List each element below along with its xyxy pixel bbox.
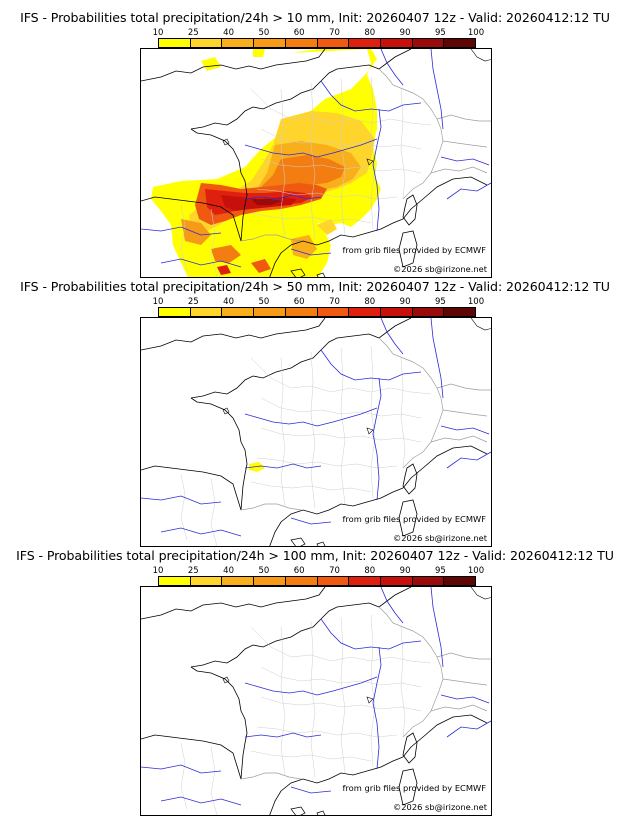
colorbar-segment [285,39,318,47]
panel-title: IFS - Probabilities total precipitation/… [16,548,614,563]
colorbar-segment [222,39,255,47]
tick-label: 50 [258,28,270,38]
tick-label: 10 [152,566,164,576]
colorbar-segment [254,39,286,47]
tick-label: 25 [187,297,199,307]
source-credit: from grib files provided by ECMWF [342,245,486,255]
tick-label: 100 [467,297,485,307]
tick-label: 95 [434,566,446,576]
tick-label: 40 [223,566,235,576]
colorbar-segment [380,577,413,585]
probability-field [151,49,381,277]
copyright-credit: ©2026 sb@irizone.net [392,264,487,274]
colorbar-segment [412,577,445,585]
probability-field [249,462,265,472]
colorbar-segment [444,308,476,316]
colorbar-segment [444,39,476,47]
colorbar-segment [190,39,223,47]
colorbar-segment [159,577,191,585]
colorbar-segment [159,308,191,316]
tick-label: 100 [467,28,485,38]
tick-label: 60 [293,297,305,307]
tick-label: 70 [329,28,340,38]
colorbar-segment [349,39,381,47]
tick-label: 25 [187,28,199,38]
colorbar-segment [380,308,413,316]
map-canvas [141,318,491,546]
tick-label: 100 [467,566,485,576]
panel-50mm: IFS - Probabilities total precipitation/… [0,279,630,547]
tick-label: 10 [152,297,164,307]
colorbar-segment [285,577,318,585]
colorbar-segment [412,308,445,316]
tick-label: 90 [399,566,411,576]
tick-label: 70 [329,297,340,307]
tick-label: 90 [399,28,411,38]
colorbar-segment [222,577,255,585]
colorbar-segment [317,308,350,316]
tick-label: 50 [258,297,270,307]
colorbar-segment [190,577,223,585]
colorbar-ticks: 10 25 40 50 60 70 80 90 95 100 [153,28,485,38]
colorbar [158,38,476,48]
copyright-credit: ©2026 sb@irizone.net [392,533,487,543]
map-50mm: from grib files provided by ECMWF ©2026 … [140,317,492,547]
colorbar-segment [349,308,381,316]
colorbar-segment [349,577,381,585]
source-credit: from grib files provided by ECMWF [342,783,486,793]
tick-label: 80 [364,28,376,38]
colorbar-segment [190,308,223,316]
tick-label: 40 [223,28,235,38]
copyright-credit: ©2026 sb@irizone.net [392,802,487,812]
panel-10mm: IFS - Probabilities total precipitation/… [0,10,630,278]
colorbar-segment [317,577,350,585]
tick-label: 60 [293,566,305,576]
colorbar [158,576,476,586]
map-100mm: from grib files provided by ECMWF ©2026 … [140,586,492,816]
tick-label: 50 [258,566,270,576]
tick-label: 40 [223,297,235,307]
tick-label: 70 [329,566,340,576]
panel-title: IFS - Probabilities total precipitation/… [20,10,610,25]
colorbar-segment [285,308,318,316]
colorbar-segment [380,39,413,47]
panel-title: IFS - Probabilities total precipitation/… [20,279,610,294]
colorbar-segment [254,577,286,585]
source-credit: from grib files provided by ECMWF [342,514,486,524]
colorbar [158,307,476,317]
colorbar-segment [317,39,350,47]
colorbar-ticks: 10 25 40 50 60 70 80 90 95 100 [153,566,485,576]
tick-label: 25 [187,566,199,576]
colorbar-segment [254,308,286,316]
tick-label: 10 [152,28,164,38]
map-canvas [141,49,491,277]
tick-label: 95 [434,28,446,38]
colorbar-segment [159,39,191,47]
map-10mm: from grib files provided by ECMWF ©2026 … [140,48,492,278]
panel-100mm: IFS - Probabilities total precipitation/… [0,548,630,816]
tick-label: 95 [434,297,446,307]
tick-label: 80 [364,297,376,307]
colorbar-ticks: 10 25 40 50 60 70 80 90 95 100 [153,297,485,307]
tick-label: 80 [364,566,376,576]
colorbar-segment [412,39,445,47]
tick-label: 90 [399,297,411,307]
map-canvas [141,587,491,815]
colorbar-segment [222,308,255,316]
tick-label: 60 [293,28,305,38]
colorbar-segment [444,577,476,585]
